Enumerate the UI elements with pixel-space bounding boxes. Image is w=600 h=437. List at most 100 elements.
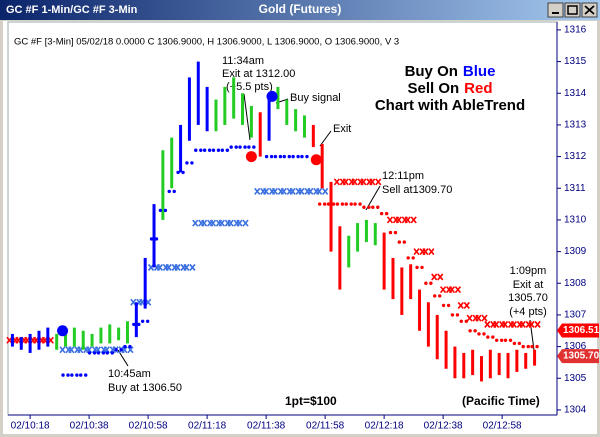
annotation: Sell at1309.70 <box>382 184 452 196</box>
x-tick-label: 02/11:18 <box>188 421 227 432</box>
legend-line: Sell On Red <box>407 80 492 97</box>
minimize-button[interactable] <box>547 2 564 18</box>
x-marker <box>262 187 270 195</box>
x-marker <box>59 346 66 354</box>
x-marker <box>351 178 358 186</box>
stop-dot <box>194 148 198 152</box>
x-marker <box>156 263 163 271</box>
x-marker <box>342 178 349 186</box>
x-marker <box>254 187 261 195</box>
arrow <box>319 130 332 147</box>
stop-dot <box>229 145 233 149</box>
stop-dot <box>123 344 127 349</box>
x-marker <box>413 248 420 256</box>
stop-dot <box>296 154 300 159</box>
stop-dot <box>402 240 407 244</box>
x-marker <box>422 248 429 256</box>
stop-dot <box>376 205 380 209</box>
stop-dot <box>105 351 109 355</box>
x-tick-label: 02/10:38 <box>70 421 109 432</box>
stop-dot <box>468 329 472 333</box>
annotation: Exit at <box>513 279 544 291</box>
stop-dot <box>199 148 203 152</box>
stop-dot <box>305 154 309 159</box>
stop-dot <box>181 170 185 175</box>
price-flag <box>557 323 599 338</box>
stop-dot <box>207 148 212 152</box>
legend-text: Chart with AbleTrend <box>375 97 525 114</box>
x-marker <box>519 320 526 328</box>
stop-dot <box>441 303 446 308</box>
stop-dot <box>331 202 336 206</box>
stop-dot <box>491 335 495 339</box>
x-marker <box>322 187 329 195</box>
stop-dot <box>503 338 508 342</box>
stop-dot <box>335 202 340 206</box>
annotation: 10:45am <box>108 368 151 380</box>
signal-marker <box>310 154 322 166</box>
stop-dot <box>273 154 278 159</box>
y-tick-label: 1311 <box>564 183 586 194</box>
x-marker <box>209 219 217 227</box>
stop-dot <box>110 351 114 355</box>
stop-dot <box>163 208 168 213</box>
legend-text: Sell On <box>407 80 459 97</box>
signal-marker <box>245 151 257 163</box>
y-tick-label: 1316 <box>564 25 587 36</box>
stop-dot <box>132 322 136 327</box>
stop-dot <box>234 145 238 149</box>
x-marker <box>360 178 367 186</box>
x-marker <box>316 187 323 195</box>
stop-dot <box>406 256 410 260</box>
stop-dot <box>92 351 97 355</box>
stop-dot <box>269 154 274 159</box>
stop-dot <box>70 373 74 377</box>
annotation: Buy signal <box>290 92 341 104</box>
stop-dot <box>415 265 419 270</box>
x-marker <box>201 219 208 227</box>
x-marker <box>183 263 190 271</box>
signal-marker <box>57 325 69 337</box>
y-tick-label: 1315 <box>564 56 587 67</box>
stop-dot <box>202 148 207 152</box>
stop-dot <box>494 338 499 342</box>
stop-dot <box>358 202 362 206</box>
stop-dot <box>482 332 486 336</box>
x-marker <box>165 263 172 271</box>
stop-dot <box>119 348 123 352</box>
x-marker <box>501 320 509 328</box>
annotation: Exit <box>333 123 351 135</box>
stop-dot <box>322 202 327 206</box>
stop-dot <box>128 344 132 349</box>
x-tick-label: 02/11:58 <box>306 421 345 432</box>
x-marker <box>457 301 464 309</box>
arrow <box>243 93 251 141</box>
plot-area <box>7 21 558 416</box>
annotation: 12:11pm <box>382 170 424 182</box>
y-tick-label: 1314 <box>564 88 587 99</box>
x-marker <box>493 320 500 328</box>
x-marker <box>242 219 249 227</box>
signal-marker <box>266 90 278 102</box>
stop-dot <box>411 256 415 260</box>
x-marker <box>271 187 279 195</box>
x-marker <box>333 178 340 186</box>
x-marker <box>369 178 376 186</box>
x-marker <box>236 219 243 227</box>
price-flag-label: 1305.70 <box>563 351 600 362</box>
price-flag-label: 1306.51 <box>563 325 600 336</box>
stop-dot <box>185 161 189 165</box>
stop-dot <box>149 237 154 241</box>
stop-dot <box>158 208 163 213</box>
stop-dot <box>353 202 357 206</box>
title-bar <box>0 0 600 20</box>
x-marker <box>534 320 541 328</box>
stop-dot <box>450 313 455 317</box>
stop-dot <box>397 240 402 244</box>
window-buttons[interactable] <box>547 2 598 18</box>
stop-dot <box>79 373 83 377</box>
stop-dot <box>252 145 256 149</box>
stop-dot <box>238 145 242 149</box>
legend-text: Red <box>464 80 492 97</box>
